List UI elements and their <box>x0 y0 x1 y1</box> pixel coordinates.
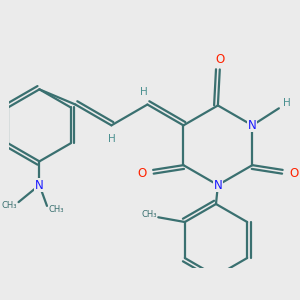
Text: N: N <box>35 178 44 192</box>
Text: CH₃: CH₃ <box>49 205 64 214</box>
Text: O: O <box>137 167 146 180</box>
Text: CH₃: CH₃ <box>141 210 157 219</box>
Text: N: N <box>248 119 257 132</box>
Text: H: H <box>107 134 115 144</box>
Text: H: H <box>283 98 290 108</box>
Text: N: N <box>214 178 222 192</box>
Text: O: O <box>215 53 224 67</box>
Text: H: H <box>140 87 148 97</box>
Text: O: O <box>290 167 299 180</box>
Text: CH₃: CH₃ <box>1 201 17 210</box>
